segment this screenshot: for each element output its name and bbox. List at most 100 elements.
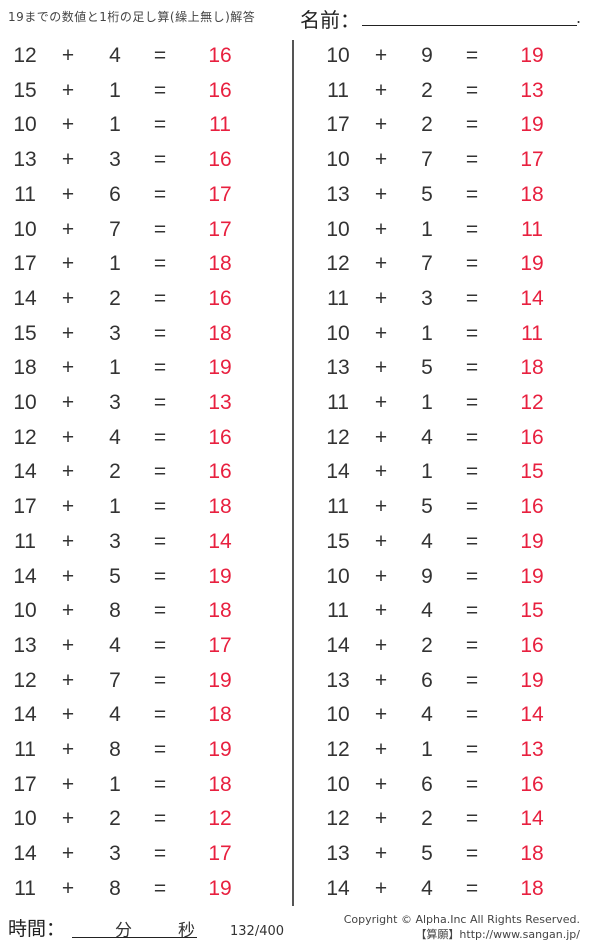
equals-sign: = [153, 148, 167, 172]
operand-b: 8 [109, 876, 121, 900]
plus-sign: + [374, 148, 388, 172]
plus-sign: + [374, 252, 388, 276]
operand-a: 10 [326, 703, 350, 727]
answer: 18 [208, 772, 232, 796]
plus-sign: + [61, 703, 75, 727]
operand-b: 3 [421, 286, 433, 310]
answer: 19 [520, 564, 544, 588]
operand-b: 8 [109, 738, 121, 761]
operand-b: 4 [109, 633, 121, 657]
equals-sign: = [153, 633, 167, 657]
operand-b: 4 [421, 876, 433, 900]
plus-sign: + [374, 703, 388, 727]
operand-a: 11 [327, 286, 349, 310]
operand-a: 10 [13, 113, 37, 137]
answer: 19 [208, 668, 232, 692]
operand-a: 17 [13, 772, 37, 796]
operand-b: 6 [421, 668, 433, 692]
equals-sign: = [465, 564, 479, 588]
copyright-text: Copyright © Alpha.Inc All Rights Reserve… [343, 913, 580, 926]
equals-sign: = [465, 321, 479, 345]
operand-a: 12 [13, 425, 37, 449]
time-field-line[interactable] [72, 937, 197, 938]
plus-sign: + [374, 738, 388, 761]
equals-sign: = [153, 807, 167, 831]
operand-a: 17 [13, 252, 37, 276]
answer: 15 [520, 599, 544, 623]
answer: 19 [208, 356, 232, 380]
operand-a: 11 [327, 599, 349, 623]
answer: 17 [208, 182, 232, 206]
operand-b: 4 [109, 44, 121, 67]
operand-a: 10 [326, 44, 350, 67]
operand-a: 12 [326, 738, 350, 761]
equals-sign: = [153, 425, 167, 449]
plus-sign: + [374, 78, 388, 102]
equals-sign: = [465, 286, 479, 310]
plus-sign: + [374, 772, 388, 796]
answer: 16 [208, 425, 232, 449]
operand-a: 12 [326, 425, 350, 449]
plus-sign: + [374, 425, 388, 449]
equals-sign: = [465, 633, 479, 657]
plus-sign: + [61, 633, 75, 657]
operand-a: 10 [326, 148, 350, 172]
operand-a: 14 [326, 460, 350, 484]
operand-b: 4 [421, 529, 433, 553]
equals-sign: = [465, 217, 479, 241]
equals-sign: = [465, 495, 479, 519]
plus-sign: + [374, 286, 388, 310]
operand-b: 5 [421, 842, 433, 866]
worksheet-title: 19までの数値と1桁の足し算(繰上無し)解答 [8, 10, 256, 24]
equals-sign: = [153, 460, 167, 484]
operand-a: 14 [13, 564, 37, 588]
answer: 11 [521, 321, 543, 345]
answer: 14 [520, 286, 544, 310]
operand-b: 5 [421, 495, 433, 519]
operand-a: 12 [326, 807, 350, 831]
equals-sign: = [153, 44, 167, 67]
operand-b: 1 [109, 252, 121, 276]
plus-sign: + [61, 425, 75, 449]
answer: 18 [520, 842, 544, 866]
plus-sign: + [61, 44, 75, 67]
site-link[interactable]: 【算願】http://www.sangan.jp/ [415, 928, 580, 941]
operand-a: 11 [14, 529, 36, 553]
operand-a: 10 [13, 217, 37, 241]
equals-sign: = [465, 148, 479, 172]
operand-b: 1 [421, 321, 433, 345]
operand-b: 5 [421, 182, 433, 206]
operand-b: 7 [421, 252, 433, 276]
answer: 18 [208, 599, 232, 623]
answer: 11 [521, 217, 543, 241]
operand-a: 10 [326, 321, 350, 345]
equals-sign: = [153, 495, 167, 519]
plus-sign: + [61, 807, 75, 831]
operand-a: 15 [13, 78, 37, 102]
operand-a: 13 [13, 633, 37, 657]
answer: 16 [208, 44, 232, 67]
operand-a: 12 [13, 668, 37, 692]
answer: 19 [520, 529, 544, 553]
operand-a: 12 [326, 252, 350, 276]
operand-a: 10 [326, 217, 350, 241]
answer: 13 [208, 391, 232, 414]
equals-sign: = [153, 391, 167, 414]
plus-sign: + [61, 564, 75, 588]
name-field-line[interactable] [362, 25, 577, 26]
plus-sign: + [61, 391, 75, 414]
operand-b: 1 [109, 78, 121, 102]
equals-sign: = [465, 738, 479, 761]
page-number: 132/400 [230, 924, 285, 939]
operand-a: 14 [13, 286, 37, 310]
plus-sign: + [61, 772, 75, 796]
operand-a: 14 [326, 876, 350, 900]
answer: 18 [520, 182, 544, 206]
operand-a: 13 [326, 182, 350, 206]
operand-b: 8 [109, 599, 121, 623]
plus-sign: + [374, 529, 388, 553]
equals-sign: = [153, 842, 167, 866]
answer: 17 [208, 633, 232, 657]
operand-b: 7 [109, 668, 121, 692]
answer: 17 [208, 842, 232, 866]
